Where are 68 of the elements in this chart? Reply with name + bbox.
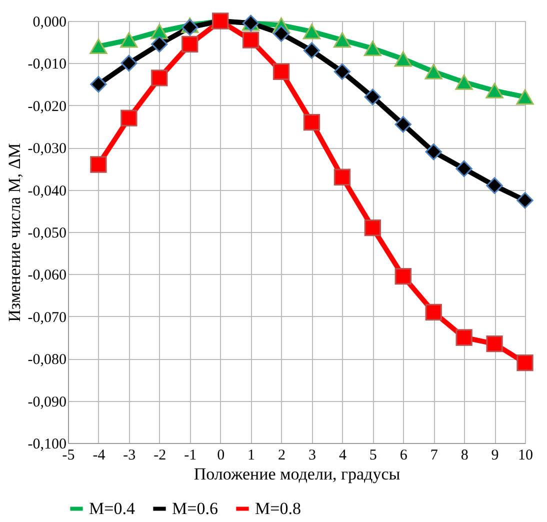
point bbox=[120, 110, 138, 126]
point bbox=[242, 32, 260, 48]
point bbox=[151, 36, 168, 53]
point bbox=[182, 36, 198, 53]
x-tick-label: 0 bbox=[217, 448, 225, 464]
x-tick-label: -2 bbox=[154, 448, 166, 464]
y-tick-label: -0,020 bbox=[28, 98, 66, 115]
point bbox=[394, 51, 412, 67]
point bbox=[456, 160, 472, 178]
y-tick-label: -0,050 bbox=[28, 226, 66, 242]
point bbox=[151, 70, 168, 86]
y-tick-label: -0,060 bbox=[28, 268, 66, 284]
x-tick-label: -4 bbox=[92, 448, 106, 464]
x-tick-label: 1 bbox=[248, 448, 256, 464]
x-tick-label: 6 bbox=[400, 448, 408, 464]
point bbox=[516, 89, 534, 105]
x-tick-label: -3 bbox=[123, 448, 136, 464]
point bbox=[456, 329, 472, 346]
y-tick-label: 0,000 bbox=[32, 14, 66, 30]
point bbox=[303, 114, 320, 131]
x-tick-label: 4 bbox=[338, 448, 347, 464]
x-tick-label: 3 bbox=[308, 448, 316, 464]
y-tick-label: -0,070 bbox=[28, 310, 66, 326]
point bbox=[486, 335, 503, 352]
point bbox=[90, 38, 108, 54]
legend-label: M=0.6 bbox=[172, 498, 218, 518]
point bbox=[425, 143, 442, 160]
point bbox=[90, 156, 107, 173]
point bbox=[394, 116, 412, 133]
point bbox=[364, 40, 382, 56]
y-tick-label: -0,040 bbox=[28, 183, 66, 200]
point bbox=[272, 25, 290, 42]
legend-label: M=0.8 bbox=[255, 498, 301, 518]
point bbox=[90, 76, 107, 93]
x-tick-label: 8 bbox=[460, 448, 468, 464]
x-tick-label: 10 bbox=[518, 448, 533, 464]
x-axis-title: Положение модели, градусы bbox=[194, 464, 401, 484]
point bbox=[516, 354, 534, 372]
point bbox=[302, 24, 321, 40]
y-tick-label: -0,080 bbox=[28, 352, 66, 368]
point bbox=[333, 32, 352, 48]
y-tick-label: -0,010 bbox=[28, 56, 66, 73]
point bbox=[334, 63, 351, 80]
point bbox=[455, 74, 473, 90]
point bbox=[303, 42, 320, 59]
x-tick-label: 2 bbox=[278, 448, 286, 464]
point bbox=[394, 268, 412, 285]
point bbox=[120, 54, 138, 72]
x-tick-label: 9 bbox=[491, 448, 499, 464]
y-tick-label: -0,030 bbox=[28, 141, 66, 158]
point bbox=[182, 18, 198, 36]
y-axis-title: Изменение числа М, ΔМ bbox=[4, 143, 24, 322]
y-tick-label: -0,090 bbox=[28, 394, 66, 410]
x-tick-label: -1 bbox=[184, 448, 197, 464]
point bbox=[424, 64, 442, 80]
point bbox=[486, 82, 504, 98]
point bbox=[364, 219, 381, 236]
point bbox=[364, 88, 381, 106]
point bbox=[150, 24, 168, 40]
point bbox=[120, 32, 138, 48]
x-tick-label: 5 bbox=[369, 448, 377, 464]
legend-label: M=0.4 bbox=[89, 498, 136, 518]
point bbox=[516, 192, 534, 209]
point bbox=[334, 168, 351, 186]
point bbox=[272, 63, 290, 80]
point bbox=[425, 304, 442, 321]
x-tick-label: 7 bbox=[430, 448, 438, 464]
point bbox=[486, 177, 503, 194]
